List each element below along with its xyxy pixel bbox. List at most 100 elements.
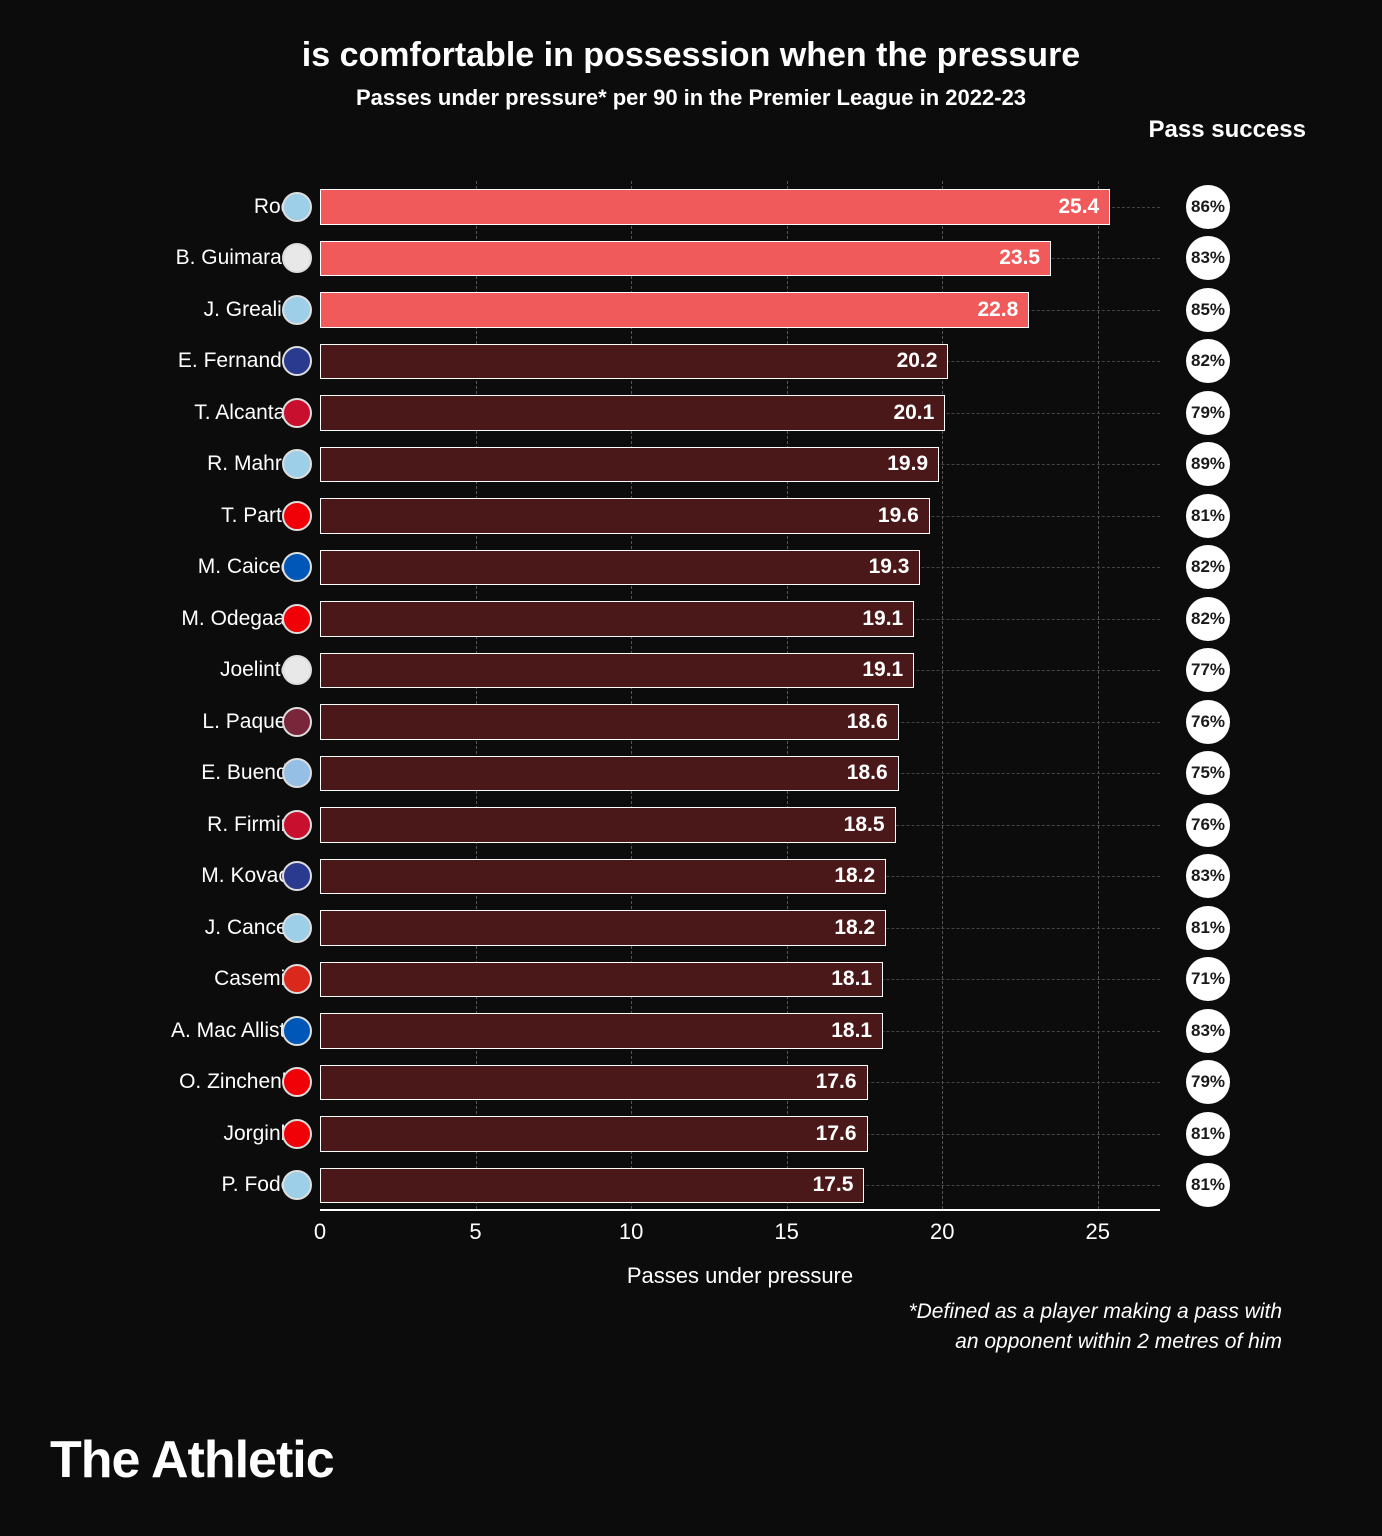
pass-success-badge: 82% [1186,339,1230,383]
club-badge-icon [282,913,312,943]
bar-value: 18.1 [831,1019,872,1043]
x-tick-label: 5 [469,1219,481,1245]
club-badge-icon [282,346,312,376]
club-badge-icon [282,655,312,685]
player-row: Rodri25.486% [220,181,1310,233]
player-row: R. Mahrez19.989% [220,439,1310,491]
pass-success-badge: 85% [1186,288,1230,332]
player-row: R. Firmino18.576% [220,799,1310,851]
bar: 25.4 [320,189,1110,225]
pass-success-badge: 83% [1186,1009,1230,1053]
bar-value: 18.6 [847,710,888,734]
player-row: A. Mac Allister18.183% [220,1005,1310,1057]
club-badge-icon [282,1067,312,1097]
club-badge-icon [282,552,312,582]
club-badge-icon [282,604,312,634]
club-badge-icon [282,1170,312,1200]
player-row: T. Partey19.681% [220,490,1310,542]
pass-success-badge: 75% [1186,751,1230,795]
player-row: M. Kovacic18.283% [220,851,1310,903]
club-badge-icon [282,398,312,428]
bar-value: 17.6 [816,1122,857,1146]
club-badge-icon [282,1119,312,1149]
bar-value: 18.5 [844,813,885,837]
player-row: E. Buendia18.675% [220,748,1310,800]
bar-value: 25.4 [1058,195,1099,219]
club-badge-icon [282,449,312,479]
bar-value: 20.2 [897,349,938,373]
bar: 20.2 [320,344,948,380]
bar: 17.6 [320,1065,868,1101]
pass-success-header: Pass success [1149,116,1306,144]
bar-value: 17.5 [813,1173,854,1197]
player-row: E. Fernandez20.282% [220,336,1310,388]
player-row: O. Zinchenko17.679% [220,1057,1310,1109]
player-row: J. Cancelo18.281% [220,902,1310,954]
club-badge-icon [282,243,312,273]
footnote-line2: an opponent within 2 metres of him [955,1330,1282,1353]
club-badge-icon [282,964,312,994]
player-row: M. Odegaard19.182% [220,593,1310,645]
club-badge-icon [282,707,312,737]
bar: 17.6 [320,1116,868,1152]
pass-success-badge: 76% [1186,700,1230,744]
club-badge-icon [282,192,312,222]
bar: 19.6 [320,498,930,534]
chart-subtitle: Passes under pressure* per 90 in the Pre… [60,85,1322,111]
pass-success-badge: 81% [1186,1163,1230,1207]
player-row: P. Foden17.581% [220,1160,1310,1212]
bar: 18.6 [320,756,899,792]
bar: 19.1 [320,653,914,689]
brand-logo: The Athletic [50,1430,334,1490]
club-badge-icon [282,810,312,840]
pass-success-badge: 71% [1186,957,1230,1001]
bar: 23.5 [320,241,1051,277]
club-badge-icon [282,758,312,788]
bar: 19.1 [320,601,914,637]
bar-value: 18.1 [831,967,872,991]
bar: 18.2 [320,910,886,946]
bar: 19.9 [320,447,939,483]
pass-success-badge: 83% [1186,854,1230,898]
pass-success-badge: 89% [1186,442,1230,486]
pass-success-badge: 81% [1186,1112,1230,1156]
bar: 20.1 [320,395,945,431]
player-row: Casemiro18.171% [220,954,1310,1006]
bar: 18.2 [320,859,886,895]
bar-value: 19.3 [869,555,910,579]
player-row: L. Paqueta18.676% [220,696,1310,748]
player-row: T. Alcantara20.179% [220,387,1310,439]
club-badge-icon [282,861,312,891]
player-row: Joelinton19.177% [220,645,1310,697]
x-tick-label: 10 [619,1219,643,1245]
pass-success-badge: 79% [1186,1060,1230,1104]
bar-value: 19.6 [878,504,919,528]
player-row: M. Caicedo19.382% [220,542,1310,594]
club-badge-icon [282,501,312,531]
bar-value: 23.5 [999,246,1040,270]
club-badge-icon [282,295,312,325]
pass-success-badge: 81% [1186,906,1230,950]
bar: 18.6 [320,704,899,740]
pass-success-badge: 77% [1186,648,1230,692]
chart-area: Rodri25.486%B. Guimaraes23.583%J. Greali… [220,181,1310,1261]
pass-success-badge: 86% [1186,185,1230,229]
footnote-line1: *Defined as a player making a pass with [908,1300,1282,1323]
x-axis-label: Passes under pressure [627,1263,853,1289]
footnote: *Defined as a player making a pass with … [908,1297,1282,1356]
chart-title: is comfortable in possession when the pr… [60,36,1322,75]
x-tick-label: 25 [1086,1219,1110,1245]
x-tick-label: 15 [774,1219,798,1245]
pass-success-badge: 83% [1186,236,1230,280]
bar: 17.5 [320,1168,864,1204]
pass-success-badge: 81% [1186,494,1230,538]
bar-value: 18.2 [834,864,875,888]
pass-success-badge: 82% [1186,597,1230,641]
bar-value: 19.1 [862,607,903,631]
bar-value: 19.1 [862,658,903,682]
bar-value: 17.6 [816,1070,857,1094]
player-row: Jorginho17.681% [220,1108,1310,1160]
bar: 18.1 [320,1013,883,1049]
player-row: B. Guimaraes23.583% [220,233,1310,285]
bar: 18.5 [320,807,896,843]
